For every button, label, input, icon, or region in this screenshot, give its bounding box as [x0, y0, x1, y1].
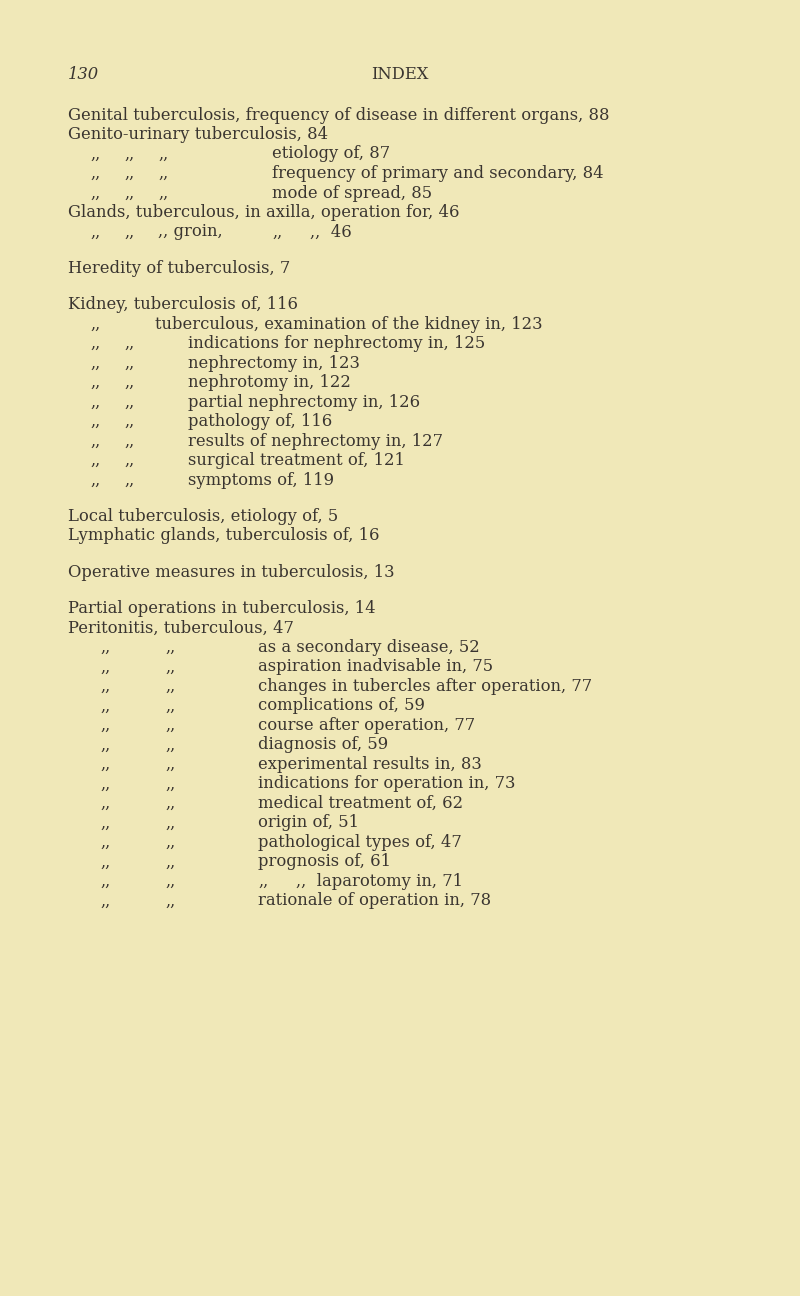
Text: Kidney, tuberculosis of, 116: Kidney, tuberculosis of, 116 — [68, 295, 298, 314]
Text: ,,: ,, — [124, 433, 134, 450]
Text: ,,: ,, — [100, 678, 110, 695]
Text: ,,: ,, — [90, 336, 100, 353]
Text: ,,: ,, — [124, 413, 134, 430]
Text: ,,: ,, — [124, 375, 134, 391]
Text: ,,: ,, — [158, 165, 168, 181]
Text: mode of spread, 85: mode of spread, 85 — [272, 184, 432, 201]
Text: nephrectomy in, 123: nephrectomy in, 123 — [188, 355, 360, 372]
Text: ,,: ,, — [165, 736, 175, 753]
Text: ,,: ,, — [258, 874, 268, 890]
Text: ,,: ,, — [100, 794, 110, 813]
Text: ,,: ,, — [100, 639, 110, 656]
Text: ,,: ,, — [100, 874, 110, 890]
Text: ,,: ,, — [100, 893, 110, 910]
Text: 130: 130 — [68, 66, 99, 83]
Text: ,,: ,, — [90, 394, 100, 411]
Text: ,, groin,: ,, groin, — [158, 223, 222, 241]
Text: INDEX: INDEX — [371, 66, 429, 83]
Text: ,,: ,, — [124, 452, 134, 469]
Text: partial nephrectomy in, 126: partial nephrectomy in, 126 — [188, 394, 420, 411]
Text: ,,: ,, — [165, 893, 175, 910]
Text: Peritonitis, tuberculous, 47: Peritonitis, tuberculous, 47 — [68, 619, 294, 636]
Text: ,,: ,, — [165, 835, 175, 851]
Text: ,,: ,, — [165, 678, 175, 695]
Text: ,,: ,, — [90, 472, 100, 489]
Text: ,,: ,, — [165, 854, 175, 871]
Text: ,,: ,, — [165, 874, 175, 890]
Text: Operative measures in tuberculosis, 13: Operative measures in tuberculosis, 13 — [68, 564, 394, 581]
Text: indications for nephrectomy in, 125: indications for nephrectomy in, 125 — [188, 336, 486, 353]
Text: ,,: ,, — [90, 223, 100, 241]
Text: origin of, 51: origin of, 51 — [258, 814, 359, 832]
Text: symptoms of, 119: symptoms of, 119 — [188, 472, 334, 489]
Text: ,,: ,, — [165, 794, 175, 813]
Text: prognosis of, 61: prognosis of, 61 — [258, 854, 391, 871]
Text: ,,: ,, — [165, 697, 175, 714]
Text: tuberculous, examination of the kidney in, 123: tuberculous, examination of the kidney i… — [155, 316, 542, 333]
Text: Glands, tuberculous, in axilla, operation for, 46: Glands, tuberculous, in axilla, operatio… — [68, 203, 459, 222]
Text: ,,: ,, — [100, 736, 110, 753]
Text: ,,: ,, — [124, 394, 134, 411]
Text: ,,: ,, — [100, 775, 110, 792]
Text: ,,: ,, — [124, 336, 134, 353]
Text: Heredity of tuberculosis, 7: Heredity of tuberculosis, 7 — [68, 259, 290, 277]
Text: ,,: ,, — [100, 658, 110, 675]
Text: ,,: ,, — [90, 375, 100, 391]
Text: indications for operation in, 73: indications for operation in, 73 — [258, 775, 515, 792]
Text: ,,  laparotomy in, 71: ,, laparotomy in, 71 — [296, 874, 463, 890]
Text: ,,: ,, — [90, 433, 100, 450]
Text: ,,: ,, — [124, 184, 134, 201]
Text: diagnosis of, 59: diagnosis of, 59 — [258, 736, 388, 753]
Text: ,,: ,, — [90, 316, 100, 333]
Text: ,,: ,, — [165, 814, 175, 832]
Text: ,,: ,, — [100, 835, 110, 851]
Text: frequency of primary and secondary, 84: frequency of primary and secondary, 84 — [272, 165, 604, 181]
Text: aspiration inadvisable in, 75: aspiration inadvisable in, 75 — [258, 658, 493, 675]
Text: ,,: ,, — [165, 658, 175, 675]
Text: ,,: ,, — [100, 717, 110, 734]
Text: experimental results in, 83: experimental results in, 83 — [258, 756, 482, 772]
Text: ,,: ,, — [165, 756, 175, 772]
Text: complications of, 59: complications of, 59 — [258, 697, 425, 714]
Text: course after operation, 77: course after operation, 77 — [258, 717, 475, 734]
Text: ,,: ,, — [90, 413, 100, 430]
Text: ,,: ,, — [124, 472, 134, 489]
Text: Local tuberculosis, etiology of, 5: Local tuberculosis, etiology of, 5 — [68, 508, 338, 525]
Text: Genito-urinary tuberculosis, 84: Genito-urinary tuberculosis, 84 — [68, 126, 328, 143]
Text: pathological types of, 47: pathological types of, 47 — [258, 835, 462, 851]
Text: ,,: ,, — [272, 223, 282, 241]
Text: pathology of, 116: pathology of, 116 — [188, 413, 332, 430]
Text: ,,: ,, — [158, 184, 168, 201]
Text: rationale of operation in, 78: rationale of operation in, 78 — [258, 893, 491, 910]
Text: ,,: ,, — [124, 355, 134, 372]
Text: Genital tuberculosis, frequency of disease in different organs, 88: Genital tuberculosis, frequency of disea… — [68, 106, 610, 123]
Text: ,,: ,, — [90, 165, 100, 181]
Text: ,,: ,, — [100, 814, 110, 832]
Text: ,,: ,, — [90, 452, 100, 469]
Text: ,,: ,, — [124, 223, 134, 241]
Text: medical treatment of, 62: medical treatment of, 62 — [258, 794, 463, 813]
Text: ,,: ,, — [124, 145, 134, 162]
Text: surgical treatment of, 121: surgical treatment of, 121 — [188, 452, 405, 469]
Text: ,,: ,, — [90, 145, 100, 162]
Text: Lymphatic glands, tuberculosis of, 16: Lymphatic glands, tuberculosis of, 16 — [68, 527, 379, 544]
Text: changes in tubercles after operation, 77: changes in tubercles after operation, 77 — [258, 678, 592, 695]
Text: ,,: ,, — [90, 355, 100, 372]
Text: ,,: ,, — [165, 717, 175, 734]
Text: ,,: ,, — [165, 775, 175, 792]
Text: ,,: ,, — [158, 145, 168, 162]
Text: ,,: ,, — [124, 165, 134, 181]
Text: ,,: ,, — [100, 854, 110, 871]
Text: results of nephrectomy in, 127: results of nephrectomy in, 127 — [188, 433, 443, 450]
Text: ,,: ,, — [90, 184, 100, 201]
Text: ,,: ,, — [100, 697, 110, 714]
Text: Partial operations in tuberculosis, 14: Partial operations in tuberculosis, 14 — [68, 600, 376, 617]
Text: ,,  46: ,, 46 — [310, 223, 352, 241]
Text: ,,: ,, — [165, 639, 175, 656]
Text: etiology of, 87: etiology of, 87 — [272, 145, 390, 162]
Text: ,,: ,, — [100, 756, 110, 772]
Text: as a secondary disease, 52: as a secondary disease, 52 — [258, 639, 480, 656]
Text: nephrotomy in, 122: nephrotomy in, 122 — [188, 375, 351, 391]
